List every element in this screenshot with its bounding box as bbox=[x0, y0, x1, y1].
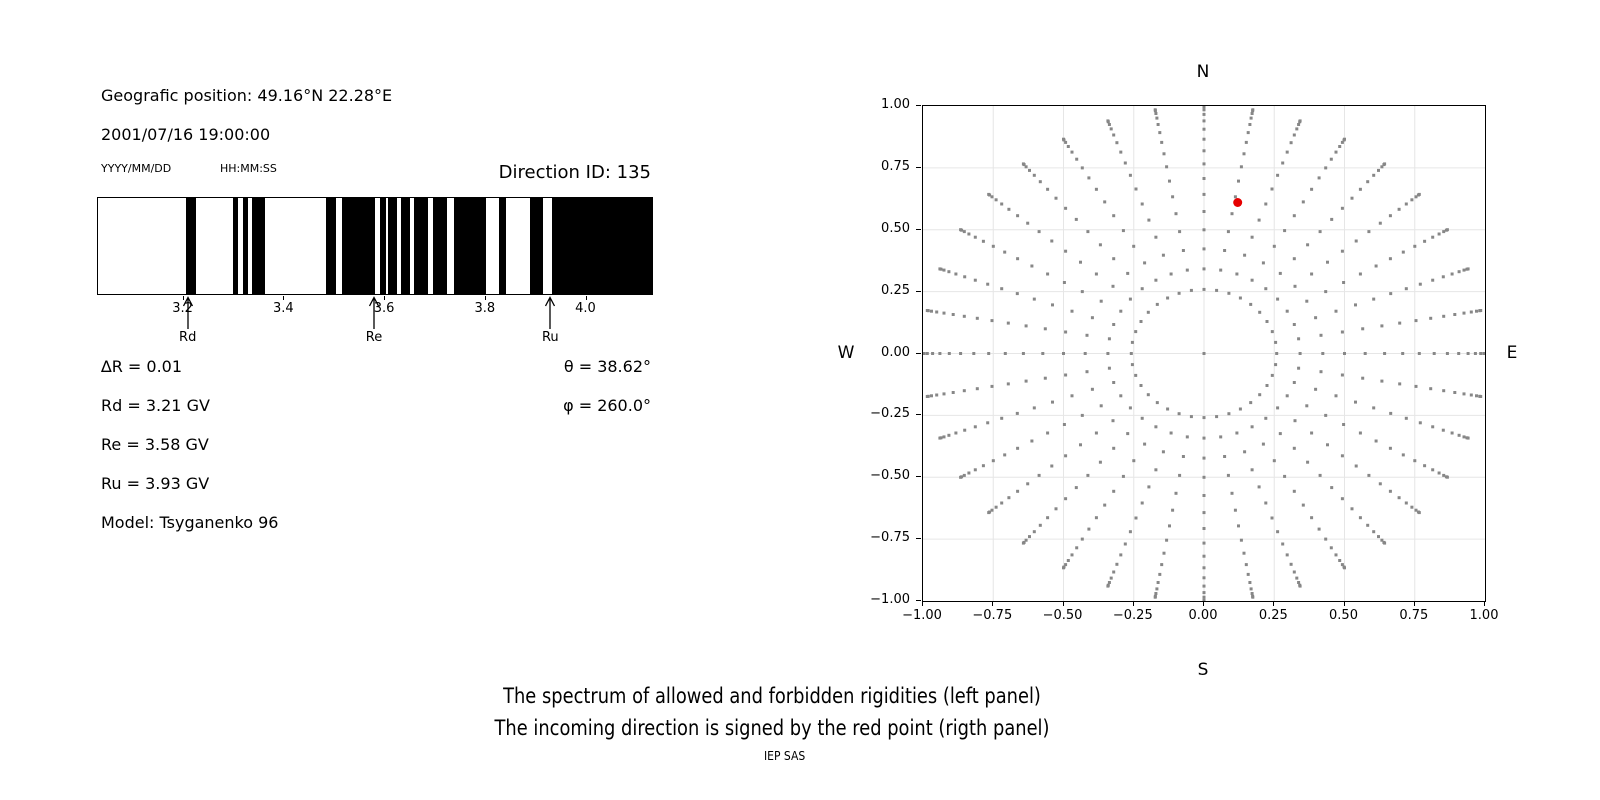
caption-credit: IEP SAS bbox=[763, 749, 806, 763]
date-format-label: YYYY/MM/DD bbox=[101, 162, 172, 175]
datetime-label: 2001/07/16 19:00:00 bbox=[101, 125, 271, 144]
x-tick bbox=[1273, 601, 1275, 606]
compass-west-label: W bbox=[837, 343, 855, 363]
x-tick-label: 0.25 bbox=[1258, 608, 1288, 623]
y-tick bbox=[916, 228, 921, 230]
x-tick-label: −1.00 bbox=[902, 608, 942, 623]
marker-label-ru: Ru bbox=[541, 330, 559, 345]
rigidity-tick bbox=[585, 296, 587, 300]
rigidity-spectrum-plot bbox=[97, 197, 653, 295]
theta-value: θ = 38.62° bbox=[563, 357, 651, 376]
y-tick-label: 0.00 bbox=[881, 344, 910, 360]
compass-north-label: N bbox=[1196, 62, 1210, 82]
x-tick-label: −0.75 bbox=[972, 608, 1013, 623]
x-tick bbox=[992, 601, 994, 606]
model-label: Model: Tsyganenko 96 bbox=[101, 513, 279, 532]
forbidden-band bbox=[453, 198, 486, 294]
forbidden-band bbox=[551, 198, 652, 294]
rigidity-tick-label: 4.0 bbox=[575, 301, 596, 316]
rd-value: Rd = 3.21 GV bbox=[101, 396, 210, 415]
y-tick-label: 0.50 bbox=[881, 220, 910, 236]
marker-arrow-ru bbox=[545, 296, 556, 329]
direction-id-label: Direction ID: 135 bbox=[498, 162, 651, 183]
x-tick bbox=[1413, 601, 1415, 606]
compass-east-label: E bbox=[1506, 343, 1518, 363]
compass-south-label: S bbox=[1197, 660, 1209, 680]
forbidden-band bbox=[251, 198, 266, 294]
y-tick bbox=[916, 105, 921, 106]
forbidden-band bbox=[498, 198, 507, 294]
y-tick bbox=[916, 476, 921, 478]
rigidity-axis: 3.2 3.4 3.6 3.8 4.0 Rd Re Ru bbox=[97, 296, 651, 356]
rigidity-tick bbox=[484, 296, 486, 300]
marker-arrow-re bbox=[368, 296, 380, 329]
marker-label-rd: Rd bbox=[179, 330, 197, 345]
direction-scatter-svg bbox=[923, 106, 1485, 601]
x-tick bbox=[1132, 601, 1134, 606]
y-tick bbox=[916, 600, 921, 601]
caption-line-1: The spectrum of allowed and forbidden ri… bbox=[503, 684, 1041, 708]
x-tick-label: 0.75 bbox=[1399, 608, 1429, 623]
y-tick-label: −0.25 bbox=[870, 406, 910, 422]
rigidity-tick bbox=[283, 296, 285, 300]
x-tick bbox=[1484, 601, 1485, 606]
y-tick-label: 1.00 bbox=[881, 97, 910, 112]
caption-line-2: The incoming direction is signed by the … bbox=[494, 716, 1050, 740]
y-tick-label: −1.00 bbox=[870, 592, 910, 607]
x-tick-label: 0.00 bbox=[1188, 608, 1218, 623]
rigidity-tick-label: 3.4 bbox=[272, 301, 294, 316]
forbidden-band bbox=[186, 198, 197, 294]
forbidden-band bbox=[401, 198, 411, 294]
y-tick-label: 0.25 bbox=[881, 282, 910, 298]
forbidden-band bbox=[242, 198, 248, 294]
time-format-label: HH:MM:SS bbox=[220, 162, 277, 175]
y-tick-label: 0.75 bbox=[881, 158, 910, 174]
incoming-direction-red-point bbox=[1233, 198, 1243, 207]
figure-caption: The spectrum of allowed and forbidden ri… bbox=[372, 684, 1172, 764]
x-tick-label: 1.00 bbox=[1469, 608, 1499, 623]
forbidden-band bbox=[326, 198, 337, 294]
x-tick bbox=[1062, 601, 1064, 606]
forbidden-band bbox=[433, 198, 448, 294]
x-tick bbox=[1203, 601, 1204, 606]
forbidden-band bbox=[342, 198, 375, 294]
rigidity-tick bbox=[384, 296, 386, 300]
x-tick bbox=[922, 601, 923, 606]
y-tick-label: −0.50 bbox=[870, 468, 910, 484]
x-tick bbox=[1343, 601, 1345, 606]
rigidity-tick-label: 3.6 bbox=[373, 301, 395, 316]
marker-arrow-rd bbox=[182, 296, 193, 329]
forbidden-band bbox=[388, 198, 398, 294]
x-tick-label: −0.25 bbox=[1112, 608, 1153, 623]
y-tick bbox=[916, 166, 921, 168]
ru-value: Ru = 3.93 GV bbox=[101, 474, 210, 493]
y-tick bbox=[916, 352, 921, 354]
direction-scatter-plot bbox=[922, 105, 1486, 602]
phi-value: φ = 260.0° bbox=[563, 396, 651, 415]
rigidity-tick bbox=[182, 296, 184, 300]
y-tick bbox=[916, 414, 921, 416]
x-tick-label: −0.50 bbox=[1042, 608, 1083, 623]
x-tick-label: 0.50 bbox=[1329, 608, 1358, 623]
y-tick bbox=[916, 290, 921, 292]
forbidden-band bbox=[530, 198, 543, 294]
marker-label-re: Re bbox=[365, 330, 383, 345]
forbidden-band bbox=[232, 198, 238, 294]
y-tick-label: −0.75 bbox=[870, 530, 910, 546]
delta-r-value: ∆R = 0.01 bbox=[101, 357, 183, 376]
y-tick bbox=[916, 538, 921, 540]
geo-position-label: Geografic position: 49.16°N 22.28°E bbox=[101, 86, 393, 105]
forbidden-band bbox=[414, 198, 429, 294]
rigidity-tick-label: 3.8 bbox=[474, 301, 496, 316]
forbidden-band bbox=[380, 198, 386, 294]
re-value: Re = 3.58 GV bbox=[101, 435, 209, 454]
